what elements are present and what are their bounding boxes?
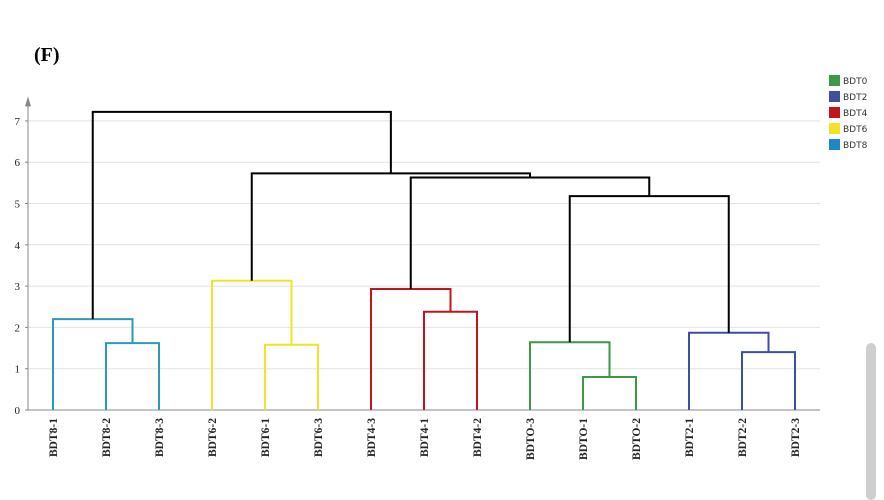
leaf-label: BDTO-3	[525, 418, 537, 460]
legend-label: BDT6	[843, 125, 868, 135]
dendrogram-branch	[250, 172, 531, 281]
leaf-label: BDT2-3	[790, 418, 802, 457]
dendrogram-branch	[370, 287, 452, 410]
y-tick-label: 5	[15, 199, 21, 211]
vertical-scrollbar[interactable]	[866, 343, 876, 500]
y-tick-label: 3	[15, 281, 21, 293]
legend-label: BDT0	[843, 77, 868, 87]
legend: BDT0 BDT2 BDT4 BDT6 BDT8	[829, 75, 868, 151]
leaf-label: BDTO-2	[631, 418, 643, 460]
leaf-label: BDT6-1	[260, 418, 272, 457]
legend-swatch	[829, 123, 840, 134]
y-tick-label: 7	[15, 116, 21, 128]
leaf-label: BDT4-2	[472, 418, 484, 457]
leaf-label: BDT2-2	[737, 418, 749, 457]
leaf-label: BDT4-3	[366, 418, 378, 457]
legend-label: BDT4	[843, 109, 868, 119]
leaf-label: BDT6-3	[313, 418, 325, 457]
branch-layer	[52, 110, 796, 410]
y-axis-arrow	[25, 96, 31, 107]
leaf-label-layer: BDT8-1 BDT8-2 BDT8-3 BDT6-2 BDT6-1 BDT6-3 BDT4…	[48, 418, 802, 460]
dendrogram-branch	[105, 342, 160, 410]
leaf-label: BDT4-1	[419, 418, 431, 457]
legend-swatch	[829, 75, 840, 86]
leaf-label: BDT8-3	[154, 418, 166, 457]
legend-label: BDT8	[843, 141, 868, 151]
leaf-label: BDT6-2	[207, 418, 219, 457]
dendrogram-branch	[264, 343, 319, 410]
legend-swatch	[829, 91, 840, 102]
panel-label: (F)	[34, 44, 60, 66]
dendrogram-branch	[568, 195, 730, 343]
y-tick-label: 6	[15, 157, 21, 169]
dendrogram-branch	[688, 331, 770, 410]
legend-label: BDT2	[843, 93, 867, 103]
legend-swatch	[829, 139, 840, 150]
y-tick-label: 0	[15, 405, 21, 417]
leaf-label: BDT8-2	[101, 418, 113, 457]
dendrogram-branch	[741, 351, 796, 410]
dendrogram-branch	[423, 310, 478, 410]
leaf-label: BDTO-1	[578, 418, 590, 460]
leaf-label: BDT8-1	[48, 418, 60, 457]
y-tick-label: 4	[15, 240, 21, 252]
dendrogram-branch	[582, 375, 637, 410]
legend-swatch	[829, 107, 840, 118]
y-tick-label: 1	[15, 364, 21, 376]
dendrogram-branch	[52, 318, 134, 410]
dendrogram-branch	[91, 110, 392, 320]
dendrogram-branch	[409, 176, 651, 289]
y-tick-label: 2	[15, 322, 21, 334]
leaf-label: BDT2-1	[684, 418, 696, 457]
